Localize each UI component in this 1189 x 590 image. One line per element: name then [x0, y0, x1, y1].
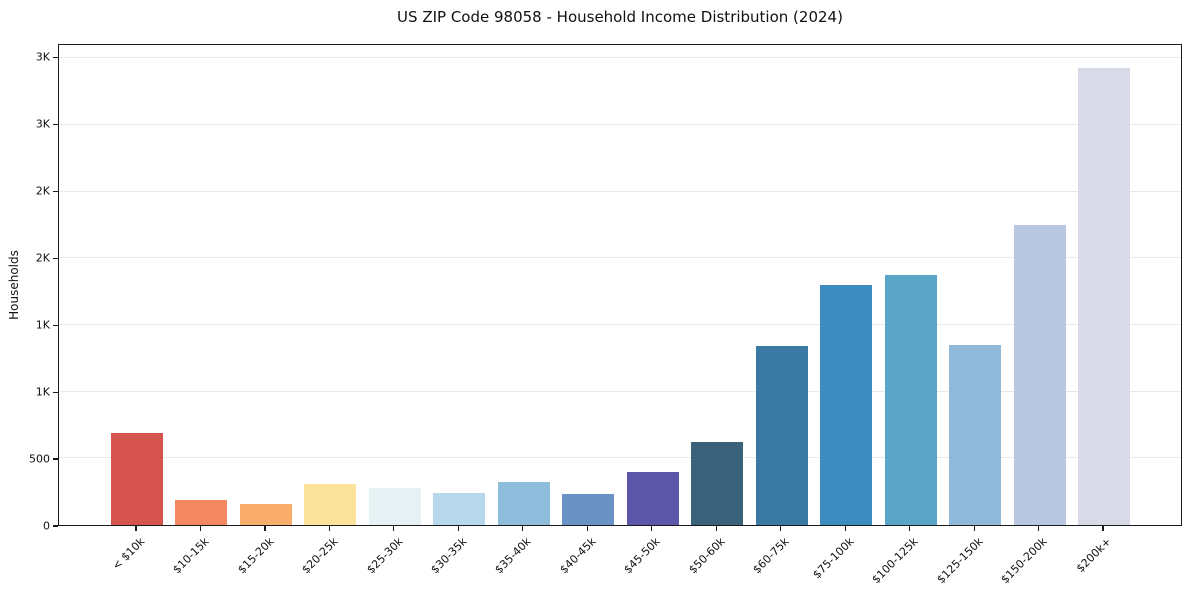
- x-tick-mark: [651, 526, 653, 531]
- x-tick-label: $40-45k: [557, 535, 599, 577]
- x-tick-label: $15-20k: [234, 535, 277, 577]
- gridline: [59, 257, 1181, 259]
- x-tick-label: < $10k: [109, 535, 148, 573]
- y-tick-label: 1K: [35, 318, 50, 332]
- y-tick-mark: [53, 391, 58, 393]
- x-tick-mark: [522, 526, 524, 531]
- gridline: [59, 190, 1181, 192]
- y-tick-mark: [53, 525, 58, 527]
- bar-$100-125k: [884, 275, 937, 525]
- x-tick-mark: [199, 526, 202, 531]
- y-tick-mark: [53, 324, 58, 326]
- bar-$30-35k: [433, 493, 486, 525]
- x-tick-mark: [1037, 526, 1040, 531]
- bar-$125-150k: [949, 345, 1002, 525]
- gridline: [59, 390, 1181, 392]
- gridline: [59, 457, 1181, 459]
- chart-title: US ZIP Code 98058 - Household Income Dis…: [397, 8, 843, 26]
- x-tick-mark: [264, 526, 266, 531]
- x-tick-mark: [1102, 526, 1104, 531]
- x-tick-mark: [715, 526, 717, 531]
- bar-$45-50k: [626, 471, 679, 525]
- x-tick-mark: [457, 526, 459, 531]
- gridline: [59, 124, 1181, 125]
- y-tick-label: 3K: [35, 117, 50, 131]
- x-tick-label: $35-40k: [492, 535, 535, 577]
- x-tick-mark: [973, 526, 975, 531]
- y-tick-mark: [53, 56, 58, 58]
- bar-$150-200k: [1013, 225, 1066, 525]
- y-tick-mark: [53, 123, 58, 125]
- x-tick-label: $100-125k: [869, 535, 921, 587]
- bar-$40-45k: [562, 493, 615, 525]
- y-tick-label: 3K: [35, 50, 50, 64]
- bar-$50-60k: [691, 441, 744, 525]
- plot-area: [58, 44, 1182, 526]
- x-tick-label: $50-60k: [686, 535, 728, 577]
- bar-$60-75k: [755, 346, 808, 525]
- x-tick-mark: [393, 526, 395, 531]
- y-tick-label: 500: [29, 452, 50, 466]
- gridline: [59, 324, 1181, 325]
- x-tick-label: $125-150k: [934, 535, 986, 587]
- bar-$200k+: [1078, 67, 1131, 525]
- x-tick-label: $150-200k: [998, 535, 1050, 587]
- bar-$10-15k: [175, 499, 228, 525]
- y-tick-label: 2K: [35, 184, 50, 198]
- x-tick-label: $20-25k: [299, 535, 341, 577]
- x-tick-label: $10-15k: [170, 535, 212, 577]
- y-tick-mark: [53, 257, 58, 259]
- y-tick-mark: [53, 458, 58, 460]
- x-tick-label: $60-75k: [750, 535, 792, 577]
- y-tick-label: 1K: [35, 385, 50, 399]
- y-tick-mark: [53, 190, 58, 192]
- x-tick-label: $45-50k: [621, 535, 663, 577]
- x-tick-mark: [328, 526, 330, 531]
- y-tick-label: 0: [43, 519, 50, 533]
- x-tick-mark: [780, 526, 782, 531]
- x-tick-mark: [909, 526, 911, 531]
- x-tick-mark: [844, 526, 846, 531]
- bar-< $10k: [111, 433, 163, 525]
- bar-$35-40k: [497, 482, 550, 525]
- y-tick-label: 2K: [35, 251, 50, 265]
- x-tick-mark: [135, 526, 137, 531]
- gridline: [59, 57, 1181, 59]
- x-tick-label: $25-30k: [363, 535, 406, 577]
- bar-$25-30k: [368, 487, 421, 525]
- bar-$20-25k: [304, 484, 357, 525]
- bar-$75-100k: [820, 285, 873, 525]
- bar-$15-20k: [239, 503, 292, 525]
- x-tick-mark: [586, 526, 588, 531]
- x-tick-label: $200k+: [1074, 535, 1115, 576]
- x-tick-label: $75-100k: [810, 535, 857, 582]
- x-tick-label: $30-35k: [428, 535, 470, 577]
